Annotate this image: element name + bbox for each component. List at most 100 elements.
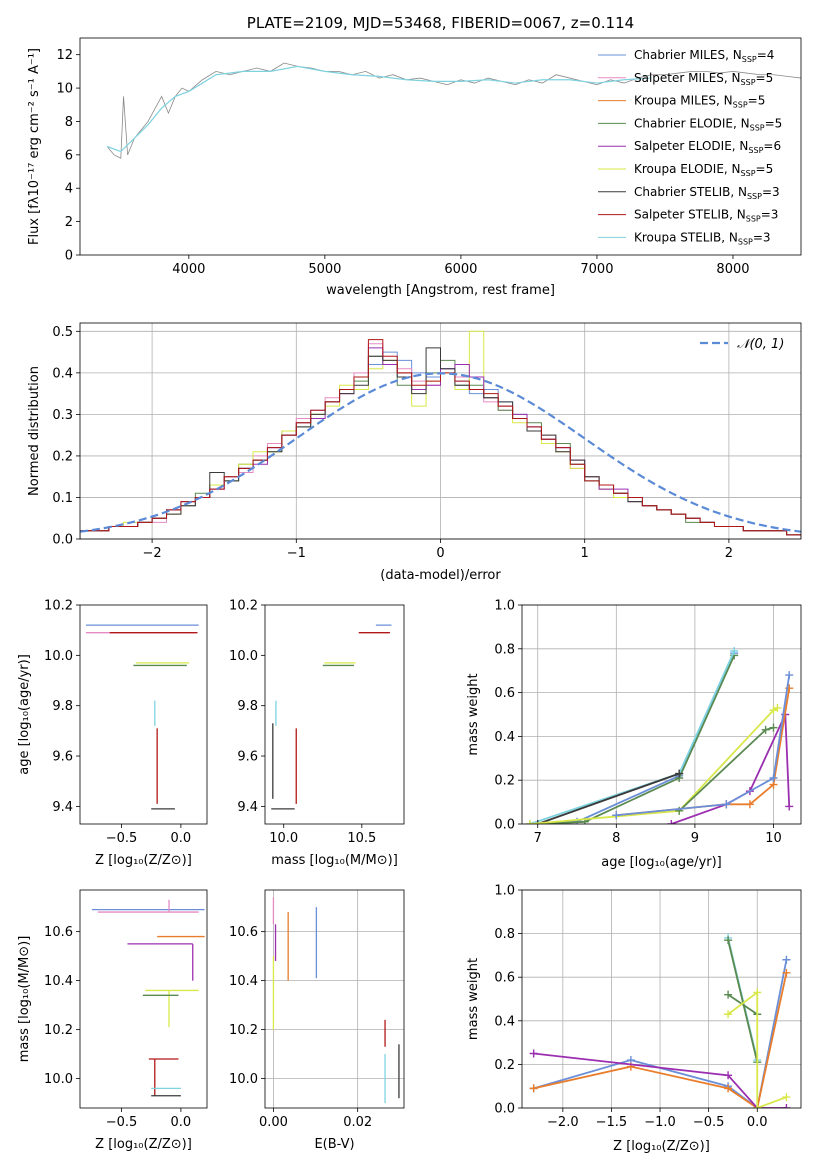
y-tick-label: 9.6 <box>52 750 73 765</box>
y-tick-label: 9.4 <box>237 800 258 815</box>
legend-suffix: =5 <box>765 116 783 130</box>
y-tick-label: 9.8 <box>52 699 73 714</box>
plus-marker <box>667 820 676 824</box>
y-tick-label: 10.0 <box>44 649 73 664</box>
plus-marker <box>675 769 684 778</box>
x-tick-label: −1 <box>287 546 306 561</box>
x-tick-label: 7000 <box>580 262 613 277</box>
x-tick-label: 10.5 <box>347 831 376 846</box>
y-tick-label: 0.0 <box>494 1102 515 1117</box>
plus-marker <box>782 955 791 964</box>
y-tick-label: 8 <box>65 115 73 130</box>
axes-frame <box>79 37 802 256</box>
plus-marker <box>724 990 733 999</box>
legend-label: Salpeter MILES, NSSP=5 <box>634 71 773 87</box>
y-tick-label: 10.0 <box>229 649 258 664</box>
x-tick-label: 10 <box>765 831 782 846</box>
legend-text: Kroupa MILES, N <box>634 94 733 108</box>
x-tick-label: 8 <box>612 831 620 846</box>
legend-label: Kroupa ELODIE, NSSP=5 <box>634 162 773 178</box>
plus-marker <box>769 723 778 732</box>
plus-marker <box>769 774 778 783</box>
x-tick-label: 0 <box>436 546 444 561</box>
axes-mass-vs-Z <box>76 931 182 1112</box>
series-line-data <box>106 62 801 159</box>
legend-label: 𝒩(0, 1) <box>737 337 784 352</box>
y-tick-label: 0.2 <box>494 774 515 789</box>
errorbars <box>91 899 205 1097</box>
y-tick-label: 10.0 <box>44 1072 73 1087</box>
series-line <box>616 674 791 817</box>
y-tick-label: 9.6 <box>237 750 258 765</box>
plus-marker <box>730 646 739 655</box>
legend-text: Chabrier MILES, N <box>634 48 742 62</box>
x-tick-label: 0.00 <box>259 1115 288 1130</box>
x-tick-label: 0.0 <box>747 1115 768 1130</box>
axes-age-vs-mass <box>261 604 363 828</box>
series-line <box>727 990 787 1108</box>
x-axis-label: mass [log₁₀(M/M⊙)] <box>271 853 398 868</box>
legend-sub: SSP <box>738 237 753 246</box>
y-tick-label: 10.2 <box>44 1023 73 1038</box>
legend-sub: SSP <box>733 101 748 110</box>
legend-suffix: =6 <box>763 139 781 153</box>
x-tick-label: 4000 <box>172 262 205 277</box>
x-axis-label: wavelength [Angstrom, rest frame] <box>326 283 555 298</box>
y-tick-label: 10.6 <box>229 925 258 940</box>
legend-label: Chabrier STELIB, NSSP=3 <box>634 185 780 201</box>
chart-title: PLATE=2109, MJD=53468, FIBERID=0067, z=0… <box>247 14 634 32</box>
plus-marker <box>745 800 754 809</box>
y-tick-label: 0.1 <box>52 491 73 506</box>
y-tick-label: 10 <box>56 82 73 97</box>
legend-text: Salpeter ELODIE, N <box>634 139 748 153</box>
x-tick-label: −2 <box>143 546 162 561</box>
y-axis-label: mass weight <box>466 958 481 1040</box>
y-tick-label: 10.4 <box>229 974 258 989</box>
y-tick-label: 4 <box>65 182 73 197</box>
series-line-model <box>107 65 652 153</box>
axes-frame <box>79 322 802 540</box>
axes-frame <box>521 889 802 1109</box>
x-tick-label: −1.0 <box>644 1115 676 1130</box>
y-tick-label: 0.4 <box>494 1014 515 1029</box>
plus-marker <box>525 820 534 824</box>
x-axis-label: Z [log₁₀(Z/Z⊙)] <box>95 1137 192 1152</box>
plus-marker <box>785 671 794 680</box>
y-tick-label: 0.5 <box>52 325 73 340</box>
plus-marker <box>773 703 782 712</box>
plus-marker <box>533 820 542 824</box>
legend-suffix: =4 <box>757 48 775 62</box>
legend-sub: SSP <box>750 123 765 132</box>
y-axis-label: mass [log₁₀(M/M⊙)] <box>17 936 32 1063</box>
legend-sub: SSP <box>748 146 763 155</box>
errorbars <box>271 624 392 810</box>
axes-frame <box>79 604 208 825</box>
legend-label: Salpeter ELODIE, NSSP=6 <box>634 139 781 155</box>
x-tick-label: −1.5 <box>596 1115 628 1130</box>
x-tick-label: 6000 <box>444 262 477 277</box>
y-tick-label: 0.6 <box>494 971 515 986</box>
legend-sub: SSP <box>746 215 761 224</box>
x-tick-label: −0.5 <box>693 1115 725 1130</box>
legend-label: Kroupa MILES, NSSP=5 <box>634 94 765 110</box>
histogram-step <box>80 339 801 539</box>
legend-suffix: =5 <box>756 162 774 176</box>
axes-frame <box>521 604 802 825</box>
legend-suffix: =5 <box>756 71 774 85</box>
axes-mass-vs-EBV <box>261 890 404 1112</box>
plus-marker <box>612 811 621 820</box>
series-line <box>529 707 778 824</box>
plus-marker <box>529 1084 538 1093</box>
legend-text: Kroupa STELIB, N <box>634 230 738 244</box>
x-axis-label: E(B-V) <box>314 1137 354 1152</box>
legend-text: Chabrier STELIB, N <box>634 185 747 199</box>
plus-marker <box>761 725 770 734</box>
x-tick-label: 0.0 <box>171 831 192 846</box>
legend-suffix: =3 <box>753 230 771 244</box>
y-tick-label: 10.2 <box>229 599 258 614</box>
plus-marker <box>724 1010 733 1019</box>
plus-marker <box>782 1104 791 1108</box>
y-tick-label: 0.4 <box>52 366 73 381</box>
x-tick-label: 0.0 <box>171 1115 192 1130</box>
y-tick-label: 10.2 <box>44 599 73 614</box>
